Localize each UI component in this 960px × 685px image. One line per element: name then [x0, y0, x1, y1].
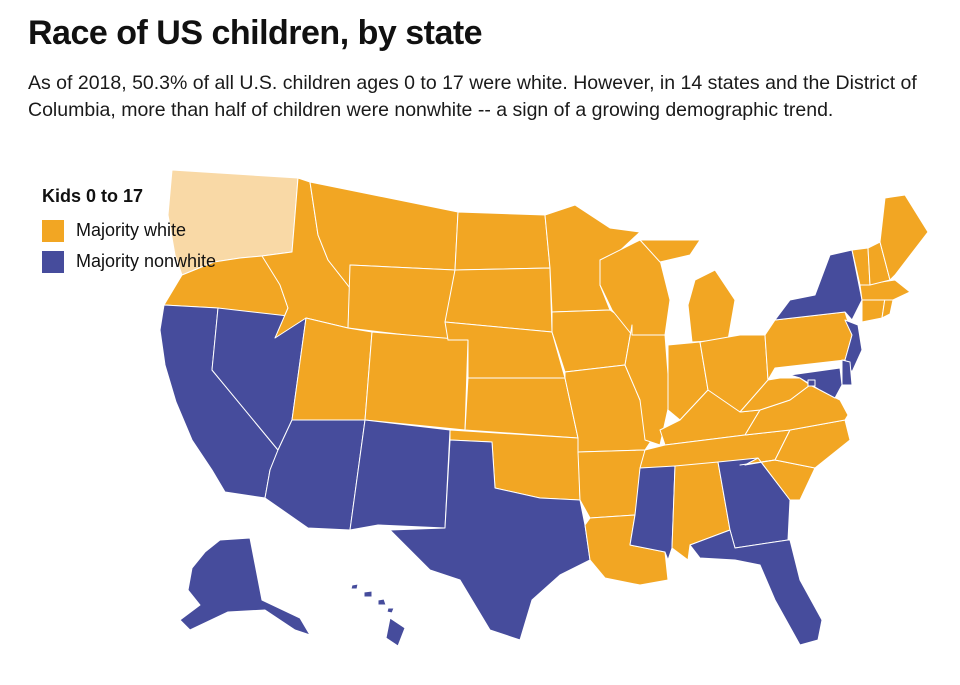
state-UT[interactable] — [291, 317, 373, 421]
state-AR[interactable] — [577, 449, 646, 519]
state-IL[interactable] — [624, 324, 671, 446]
state-WV[interactable] — [739, 377, 811, 413]
page-title: Race of US children, by state — [28, 14, 483, 52]
legend-swatch-nonwhite — [42, 250, 64, 273]
legend-swatch-white — [42, 219, 64, 242]
legend-label-nonwhite: Majority nonwhite — [76, 251, 217, 271]
state-DC[interactable] — [807, 379, 816, 387]
state-WY[interactable] — [347, 264, 456, 341]
state-ND[interactable] — [454, 211, 551, 271]
state-AK[interactable] — [179, 537, 311, 636]
state-KS[interactable] — [464, 377, 579, 439]
page-subtitle: As of 2018, 50.3% of all U.S. children a… — [28, 72, 917, 121]
state-DE[interactable] — [841, 359, 853, 386]
legend-label-white: Majority white — [76, 220, 187, 240]
state-FL[interactable] — [689, 529, 823, 646]
state-MD[interactable] — [789, 367, 843, 399]
state-NY[interactable] — [774, 249, 863, 321]
state-MA[interactable] — [859, 279, 911, 301]
state-SD[interactable] — [444, 267, 553, 333]
state-CO[interactable] — [364, 331, 469, 431]
state-HI[interactable] — [350, 583, 406, 647]
legend-item-majority-nonwhite: Majority nonwhite — [42, 246, 216, 277]
legend: Kids 0 to 17 Majority white Majority non… — [42, 186, 216, 277]
state-NC[interactable] — [739, 419, 851, 469]
legend-title: Kids 0 to 17 — [42, 186, 144, 206]
state-NJ[interactable] — [844, 319, 863, 373]
state-ME[interactable] — [879, 194, 929, 281]
state-TX[interactable] — [389, 439, 591, 641]
legend-item-majority-white: Majority white — [42, 215, 216, 246]
state-CT[interactable] — [861, 297, 886, 323]
state-NM[interactable] — [349, 419, 451, 531]
